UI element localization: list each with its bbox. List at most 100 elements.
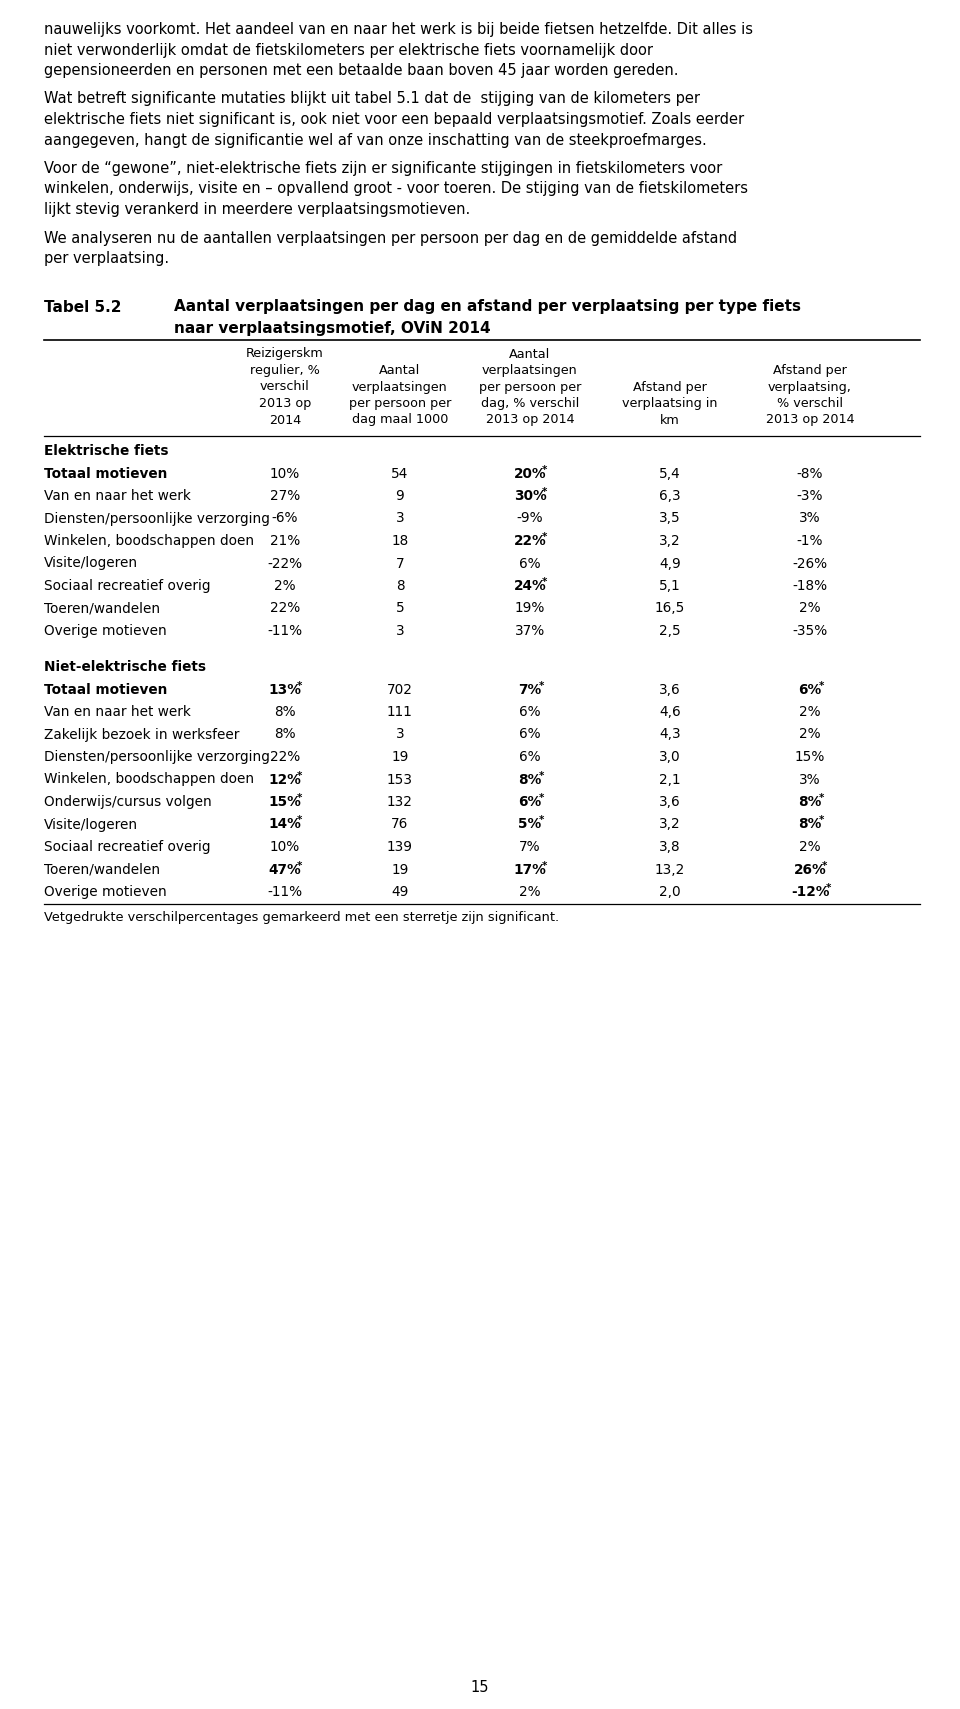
Text: Visite/logeren: Visite/logeren: [44, 817, 138, 832]
Text: 7%: 7%: [518, 682, 541, 697]
Text: Vetgedrukte verschilpercentages gemarkeerd met een sterretje zijn significant.: Vetgedrukte verschilpercentages gemarkee…: [44, 911, 559, 925]
Text: *: *: [298, 680, 302, 690]
Text: *: *: [298, 771, 302, 781]
Text: winkelen, onderwijs, visite en – opvallend groot - voor toeren. De stijging van : winkelen, onderwijs, visite en – opvalle…: [44, 181, 748, 197]
Text: 76: 76: [392, 817, 409, 832]
Text: Tabel 5.2: Tabel 5.2: [44, 299, 122, 314]
Text: Voor de “gewone”, niet-elektrische fiets zijn er significante stijgingen in fiet: Voor de “gewone”, niet-elektrische fiets…: [44, 161, 722, 176]
Text: *: *: [542, 861, 547, 870]
Text: per verplaatsing.: per verplaatsing.: [44, 251, 169, 267]
Text: *: *: [539, 771, 544, 781]
Text: 4,9: 4,9: [660, 557, 681, 571]
Text: verplaatsing,: verplaatsing,: [768, 381, 852, 393]
Text: 5,4: 5,4: [660, 467, 681, 480]
Text: Van en naar het werk: Van en naar het werk: [44, 706, 191, 719]
Text: *: *: [822, 861, 828, 870]
Text: Totaal motieven: Totaal motieven: [44, 467, 167, 480]
Text: 27%: 27%: [270, 489, 300, 502]
Text: 22%: 22%: [514, 533, 546, 549]
Text: -6%: -6%: [272, 511, 299, 525]
Text: 2%: 2%: [799, 841, 821, 854]
Text: 2013 op: 2013 op: [259, 396, 311, 410]
Text: 5: 5: [396, 602, 404, 615]
Text: Toeren/wandelen: Toeren/wandelen: [44, 602, 160, 615]
Text: 13,2: 13,2: [655, 863, 685, 877]
Text: Niet-elektrische fiets: Niet-elektrische fiets: [44, 660, 206, 673]
Text: Diensten/persoonlijke verzorging: Diensten/persoonlijke verzorging: [44, 750, 270, 764]
Text: 6%: 6%: [518, 795, 541, 808]
Text: *: *: [539, 793, 544, 803]
Text: nauwelijks voorkomt. Het aandeel van en naar het werk is bij beide fietsen hetze: nauwelijks voorkomt. Het aandeel van en …: [44, 22, 753, 38]
Text: 5,1: 5,1: [660, 579, 681, 593]
Text: verplaatsingen: verplaatsingen: [352, 381, 448, 393]
Text: 26%: 26%: [794, 863, 827, 877]
Text: regulier, %: regulier, %: [250, 364, 320, 378]
Text: 3%: 3%: [799, 511, 821, 525]
Text: -3%: -3%: [797, 489, 824, 502]
Text: 132: 132: [387, 795, 413, 808]
Text: 10%: 10%: [270, 467, 300, 480]
Text: 2%: 2%: [519, 885, 540, 899]
Text: verschil: verschil: [260, 381, 310, 393]
Text: *: *: [819, 815, 824, 825]
Text: 2013 op 2014: 2013 op 2014: [766, 414, 854, 427]
Text: -18%: -18%: [792, 579, 828, 593]
Text: Wat betreft significante mutaties blijkt uit tabel 5.1 dat de  stijging van de k: Wat betreft significante mutaties blijkt…: [44, 92, 700, 106]
Text: 3,8: 3,8: [660, 841, 681, 854]
Text: *: *: [298, 793, 302, 803]
Text: 37%: 37%: [515, 624, 545, 637]
Text: Overige motieven: Overige motieven: [44, 885, 167, 899]
Text: -8%: -8%: [797, 467, 824, 480]
Text: 3: 3: [396, 728, 404, 742]
Text: 30%: 30%: [514, 489, 546, 502]
Text: 3: 3: [396, 624, 404, 637]
Text: -35%: -35%: [792, 624, 828, 637]
Text: 3,6: 3,6: [660, 682, 681, 697]
Text: 2%: 2%: [799, 706, 821, 719]
Text: 14%: 14%: [269, 817, 301, 832]
Text: Winkelen, boodschappen doen: Winkelen, boodschappen doen: [44, 533, 254, 549]
Text: 24%: 24%: [514, 579, 546, 593]
Text: 10%: 10%: [270, 841, 300, 854]
Text: naar verplaatsingsmotief, OViN 2014: naar verplaatsingsmotief, OViN 2014: [174, 321, 491, 337]
Text: 6%: 6%: [799, 682, 822, 697]
Text: dag, % verschil: dag, % verschil: [481, 396, 579, 410]
Text: 8%: 8%: [518, 772, 541, 786]
Text: Diensten/persoonlijke verzorging: Diensten/persoonlijke verzorging: [44, 511, 270, 525]
Text: 3,6: 3,6: [660, 795, 681, 808]
Text: 5%: 5%: [518, 817, 541, 832]
Text: 2013 op 2014: 2013 op 2014: [486, 414, 574, 427]
Text: 6,3: 6,3: [660, 489, 681, 502]
Text: *: *: [542, 465, 547, 475]
Text: 8%: 8%: [799, 795, 822, 808]
Text: 13%: 13%: [269, 682, 301, 697]
Text: -11%: -11%: [268, 885, 302, 899]
Text: 3,0: 3,0: [660, 750, 681, 764]
Text: 22%: 22%: [270, 602, 300, 615]
Text: lijkt stevig verankerd in meerdere verplaatsingsmotieven.: lijkt stevig verankerd in meerdere verpl…: [44, 202, 470, 217]
Text: 2,1: 2,1: [660, 772, 681, 786]
Text: 153: 153: [387, 772, 413, 786]
Text: 7: 7: [396, 557, 404, 571]
Text: *: *: [826, 884, 831, 894]
Text: per persoon per: per persoon per: [479, 381, 581, 393]
Text: 9: 9: [396, 489, 404, 502]
Text: Aantal verplaatsingen per dag en afstand per verplaatsing per type fiets: Aantal verplaatsingen per dag en afstand…: [174, 299, 801, 314]
Text: 2%: 2%: [275, 579, 296, 593]
Text: -11%: -11%: [268, 624, 302, 637]
Text: *: *: [819, 680, 824, 690]
Text: 15%: 15%: [269, 795, 301, 808]
Text: 16,5: 16,5: [655, 602, 685, 615]
Text: 21%: 21%: [270, 533, 300, 549]
Text: 8%: 8%: [275, 706, 296, 719]
Text: Afstand per: Afstand per: [773, 364, 847, 378]
Text: -1%: -1%: [797, 533, 824, 549]
Text: 8: 8: [396, 579, 404, 593]
Text: Visite/logeren: Visite/logeren: [44, 557, 138, 571]
Text: 4,6: 4,6: [660, 706, 681, 719]
Text: 6%: 6%: [519, 728, 540, 742]
Text: 111: 111: [387, 706, 413, 719]
Text: Sociaal recreatief overig: Sociaal recreatief overig: [44, 841, 210, 854]
Text: 8%: 8%: [799, 817, 822, 832]
Text: 702: 702: [387, 682, 413, 697]
